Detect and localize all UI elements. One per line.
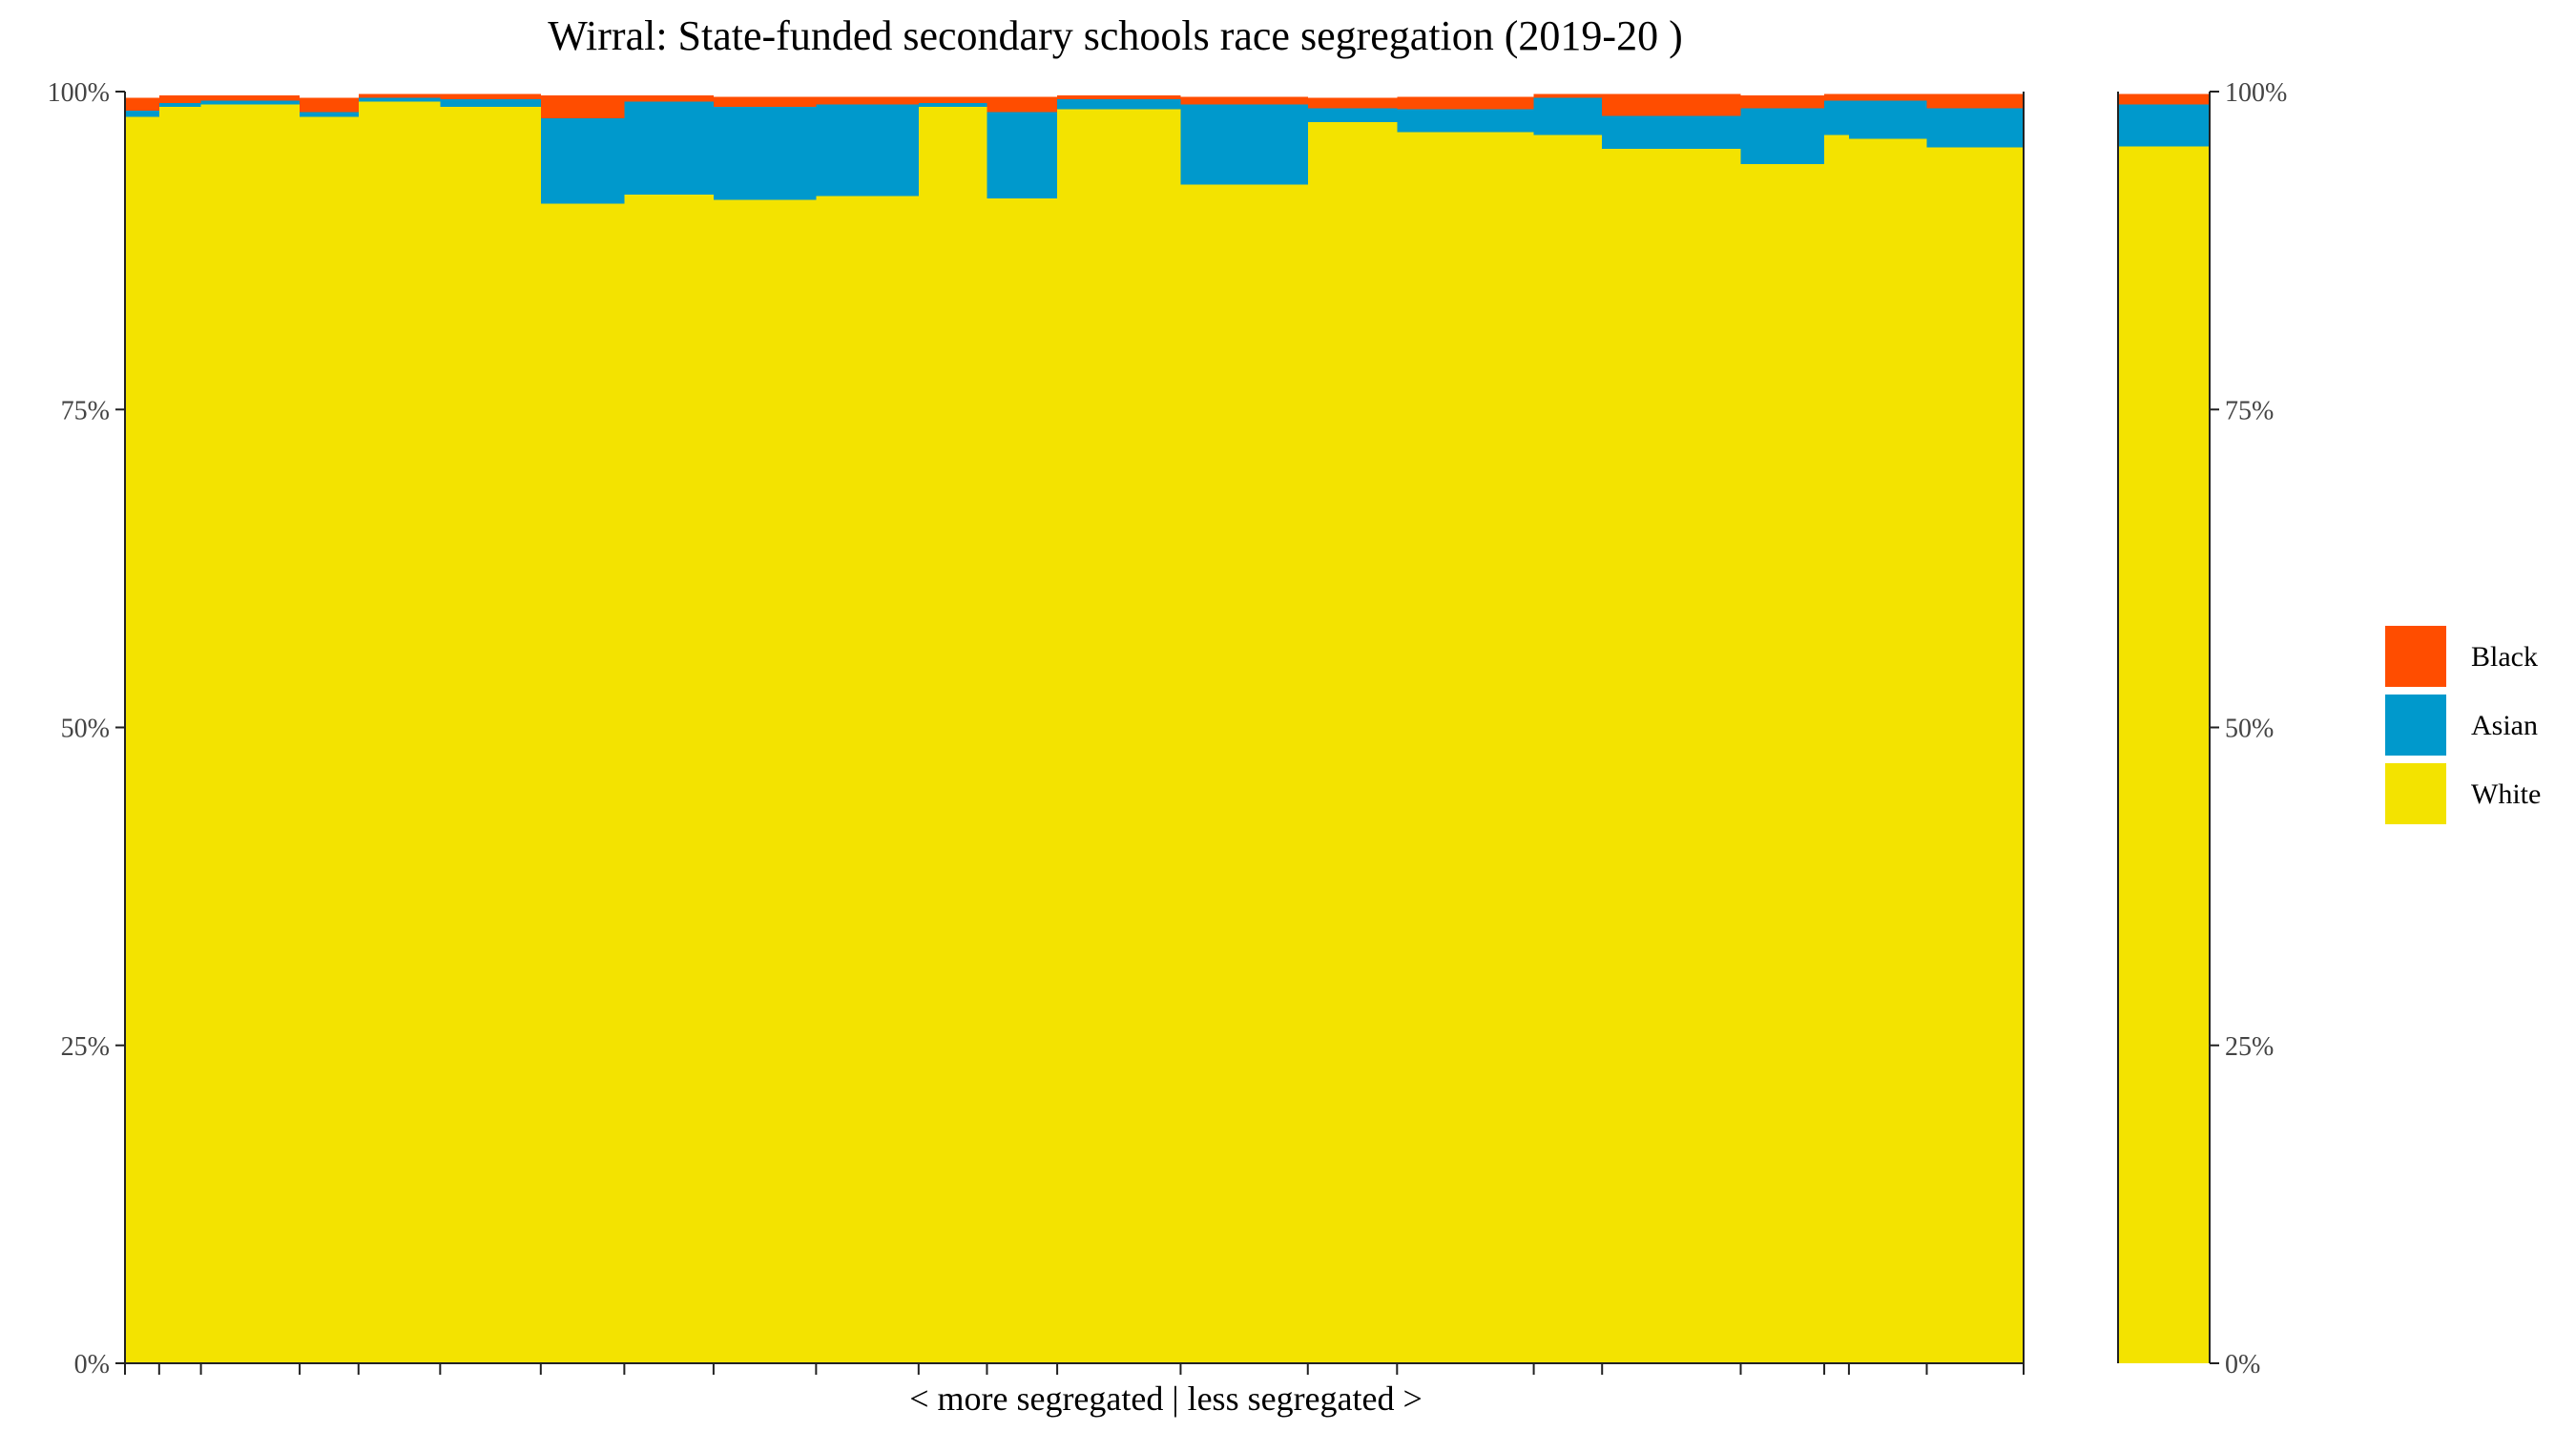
bar-segment-school-12-black (987, 96, 1058, 113)
bar-segment-school-15-white (1307, 121, 1398, 1364)
bar-segment-school-3-black (200, 94, 301, 101)
bar-segment-school-2-black (158, 94, 201, 103)
bar-segment-school-5-white (358, 101, 441, 1363)
bar-segment-school-17-white (1533, 135, 1603, 1363)
legend-key-black (2385, 626, 2446, 687)
bar-segment-school-19-asian (1740, 108, 1825, 164)
bar-segment-school-6-asian (440, 98, 541, 107)
bar-segment-school-3-white (200, 104, 301, 1364)
y-tick-label-left-50: 50% (61, 715, 110, 744)
y-tick-label-left-25: 25% (61, 1032, 110, 1062)
y-tick-label-left-100: 100% (48, 78, 110, 108)
bar-segment-school-21-black (1848, 93, 1927, 101)
bar-segment-school-9-black (713, 96, 817, 107)
bar-segment-school-14-asian (1180, 104, 1308, 185)
bar-segment-school-3-asian (200, 100, 301, 105)
bar-segment-school-9-asian (713, 106, 817, 200)
bars-layer (125, 93, 2024, 1364)
y-tick-label-right-50: 50% (2225, 715, 2274, 744)
bar-segment-school-17-asian (1533, 97, 1603, 135)
bar-segment-school-15-asian (1307, 108, 1398, 122)
bar-segment-school-22-black (1926, 93, 2024, 109)
overall-bar-segment-white (2118, 146, 2210, 1364)
bar-segment-school-20-asian (1824, 100, 1849, 135)
bar-segment-school-20-black (1824, 93, 1849, 101)
bar-segment-school-1-white (125, 116, 159, 1363)
bar-segment-school-7-black (540, 94, 625, 118)
bar-segment-school-21-asian (1848, 100, 1927, 139)
bar-segment-school-16-asian (1397, 109, 1534, 133)
bar-segment-school-17-black (1533, 93, 1603, 98)
bar-segment-school-8-asian (624, 101, 714, 195)
legend: Black Asian White (2385, 626, 2541, 824)
bar-segment-school-12-asian (987, 112, 1058, 198)
legend-label-white: White (2471, 778, 2541, 810)
y-tick-label-left-75: 75% (61, 396, 110, 425)
bar-segment-school-22-asian (1926, 108, 2024, 148)
bar-segment-school-6-white (440, 106, 541, 1364)
bar-segment-school-1-black (125, 97, 159, 111)
bar-segment-school-18-black (1602, 93, 1741, 116)
bar-segment-school-13-asian (1057, 98, 1181, 110)
bar-segment-school-21-white (1848, 138, 1927, 1363)
bar-segment-school-7-asian (540, 117, 625, 204)
y-tick-label-right-75: 75% (2225, 396, 2274, 425)
bar-segment-school-19-black (1740, 94, 1825, 109)
bar-segment-school-20-white (1824, 135, 1849, 1363)
overall-bar-layer (2118, 93, 2210, 1364)
bar-segment-school-9-white (713, 199, 817, 1364)
chart-title: Wirral: State-funded secondary schools r… (548, 12, 1682, 59)
bar-segment-school-4-white (300, 116, 359, 1363)
bar-segment-school-4-black (300, 97, 359, 113)
bar-segment-school-5-asian (358, 97, 441, 102)
bar-segment-school-10-white (816, 196, 919, 1363)
y-tick-label-left-0: 0% (74, 1350, 110, 1379)
y-tick-label-right-25: 25% (2225, 1032, 2274, 1062)
bar-segment-school-8-black (624, 94, 714, 102)
bar-segment-school-13-black (1057, 94, 1181, 99)
bar-segment-school-16-white (1397, 132, 1534, 1363)
overall-bar-segment-asian (2118, 104, 2210, 147)
bar-segment-school-2-asian (158, 102, 201, 107)
bar-segment-school-10-asian (816, 104, 919, 197)
bar-segment-school-22-white (1926, 147, 2024, 1364)
bar-segment-school-13-white (1057, 109, 1181, 1364)
bar-segment-school-1-asian (125, 110, 159, 117)
bar-segment-school-2-white (158, 106, 201, 1364)
legend-key-white (2385, 763, 2446, 824)
bar-segment-school-12-white (987, 197, 1058, 1363)
bar-segment-school-6-black (440, 93, 541, 99)
bar-segment-school-5-black (358, 93, 441, 98)
legend-label-black: Black (2471, 641, 2538, 673)
bar-segment-school-14-white (1180, 184, 1308, 1364)
bar-segment-school-11-black (918, 96, 987, 103)
axes-layer: 0% 0% 25% 25% 50% 50% 75% 75% 100% 100% (48, 78, 2288, 1379)
bar-segment-school-7-white (540, 203, 625, 1364)
bar-segment-school-4-asian (300, 112, 359, 117)
bar-segment-school-18-white (1602, 148, 1741, 1364)
bar-segment-school-16-black (1397, 96, 1534, 110)
bar-segment-school-19-white (1740, 163, 1825, 1364)
bar-segment-school-10-black (816, 96, 919, 105)
legend-key-asian (2385, 695, 2446, 756)
bar-segment-school-11-asian (918, 102, 987, 107)
y-tick-label-right-100: 100% (2225, 78, 2287, 108)
overall-bar-segment-black (2118, 93, 2210, 105)
x-axis-label: < more segregated | less segregated > (909, 1379, 1423, 1418)
legend-label-asian: Asian (2471, 710, 2538, 741)
bar-segment-school-15-black (1307, 97, 1398, 109)
bar-segment-school-14-black (1180, 96, 1308, 105)
y-tick-label-right-0: 0% (2225, 1350, 2260, 1379)
bar-segment-school-18-asian (1602, 115, 1741, 149)
bar-segment-school-11-white (918, 106, 987, 1364)
bar-segment-school-8-white (624, 194, 714, 1363)
